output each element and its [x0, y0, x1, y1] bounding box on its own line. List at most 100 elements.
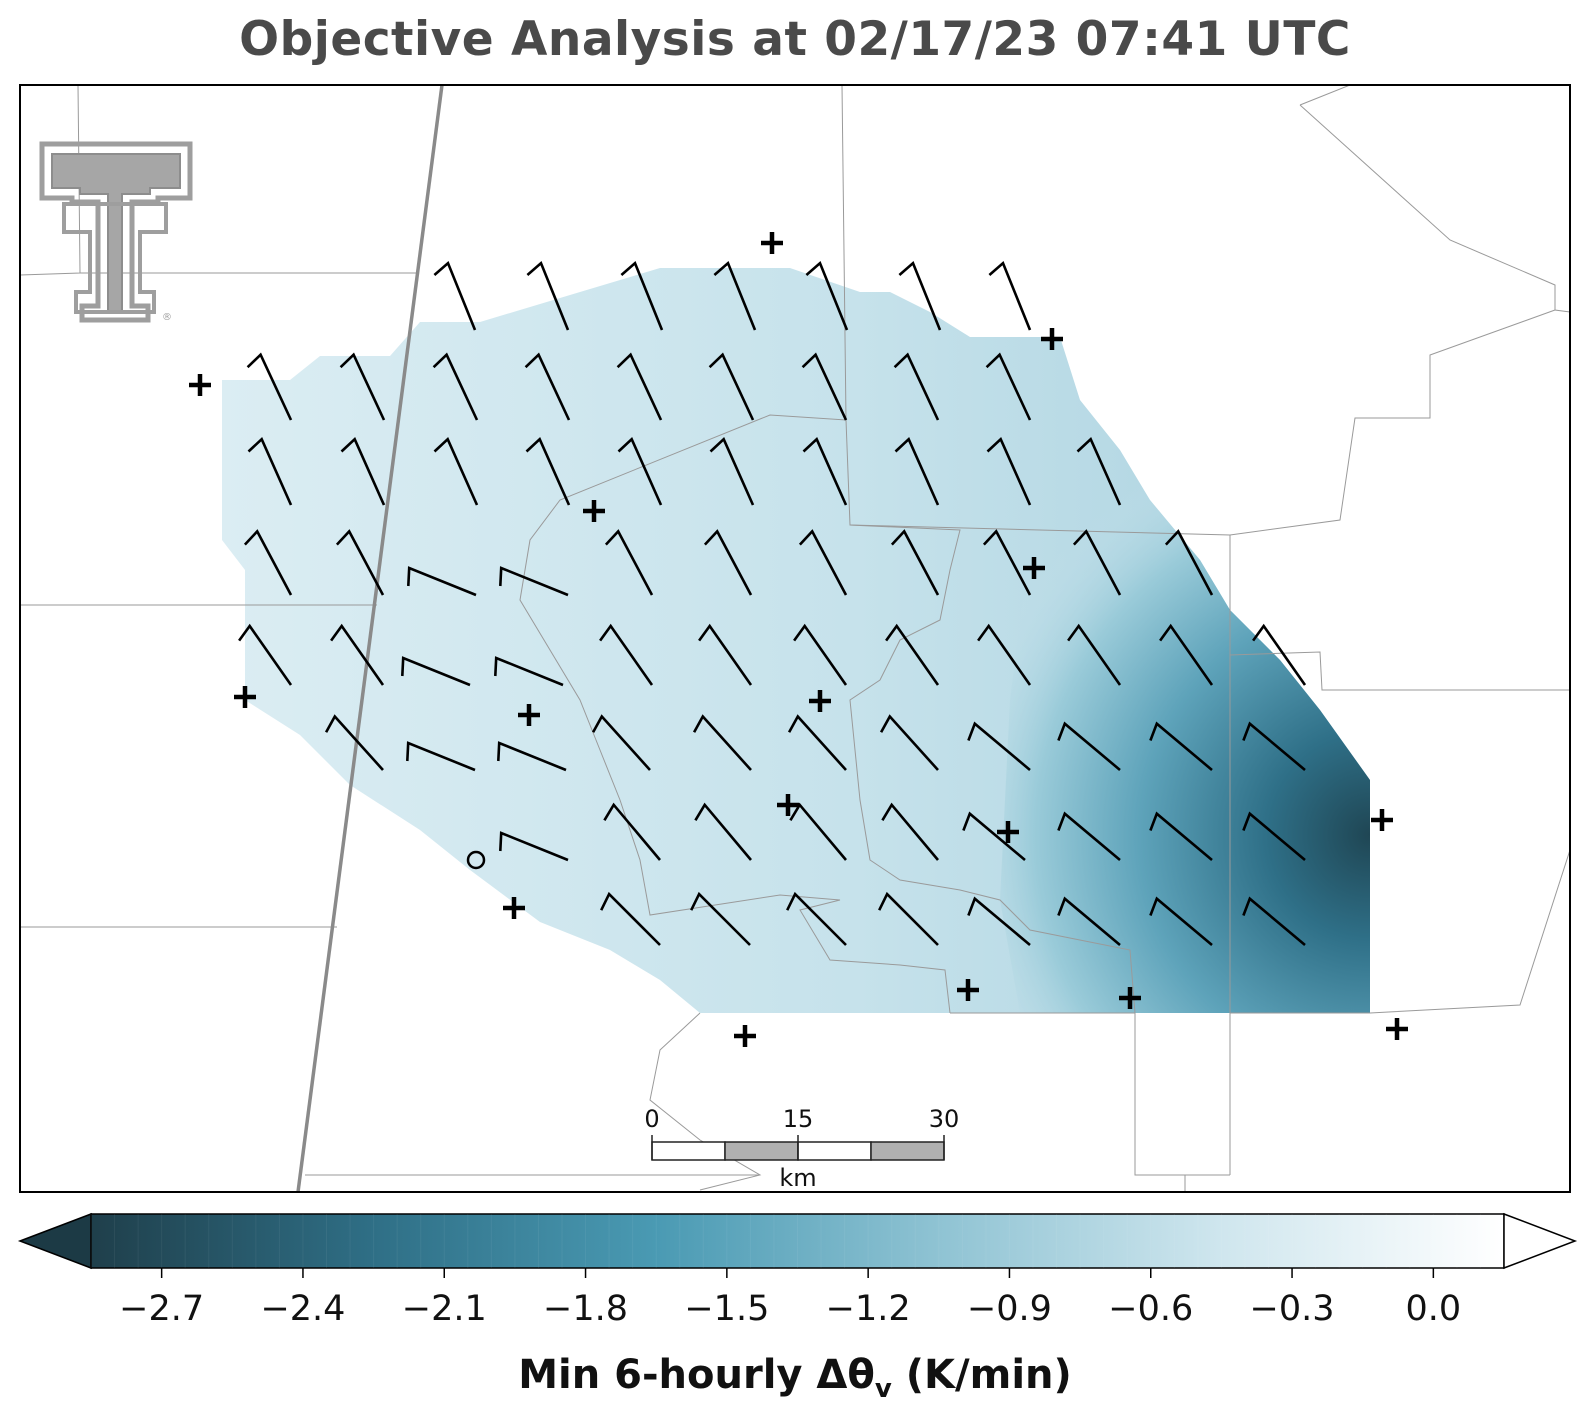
wind-barb	[247, 437, 293, 506]
station-plus-marker	[1023, 557, 1045, 579]
wind-barb	[1057, 811, 1121, 861]
wind-barb	[1242, 896, 1306, 946]
wind-barb	[898, 261, 942, 331]
wind-barb	[603, 802, 661, 861]
wind-barb	[798, 529, 848, 596]
colorbar-tick-label: −2.1	[402, 1289, 487, 1329]
wind-barb	[709, 437, 755, 506]
wind-barb	[324, 714, 384, 771]
station-calm-marker	[466, 850, 486, 870]
scale-unit: km	[779, 1164, 816, 1192]
wind-barb	[401, 656, 471, 687]
wind-barb	[878, 891, 939, 946]
scale-bar: 0 15 30 km	[644, 1105, 959, 1192]
colorbar-tick-label: −1.2	[826, 1289, 911, 1329]
wind-barb	[526, 261, 570, 331]
colorbar-extend-high	[1503, 1212, 1578, 1270]
wind-barb	[793, 623, 848, 686]
station-plus-marker	[1119, 987, 1141, 1009]
colorbar-label-sub: v	[874, 1374, 892, 1404]
wind-barb	[1149, 896, 1213, 946]
state-border	[296, 85, 444, 1192]
wind-barb	[1242, 811, 1306, 861]
wind-barbs	[238, 261, 1307, 946]
wind-barb	[604, 529, 654, 596]
station-plus-marker	[518, 704, 540, 726]
scale-label-30: 30	[929, 1105, 960, 1133]
wind-barb	[802, 437, 848, 506]
colorbar-label-units: (K/min)	[891, 1352, 1072, 1398]
wind-barb	[885, 623, 940, 686]
wind-barb	[1164, 529, 1214, 596]
wind-barb	[1149, 811, 1213, 861]
wind-barb	[524, 352, 571, 421]
station-plus-marker	[234, 686, 256, 708]
wind-barb	[246, 352, 293, 421]
wind-barb	[698, 623, 753, 686]
colorbar-tick-label: −2.4	[260, 1289, 345, 1329]
wind-barb	[499, 566, 569, 597]
wind-barb	[1067, 623, 1122, 686]
wind-barb	[494, 656, 564, 687]
wind-barb	[616, 352, 663, 421]
wind-barb	[330, 623, 385, 686]
colorbar-tick-label: 0.0	[1406, 1289, 1462, 1329]
colorbar-tick-label: −0.3	[1250, 1289, 1335, 1329]
wind-barb	[789, 802, 847, 861]
colorbar: −2.7 −2.4 −2.1 −1.8 −1.5 −1.2 −0.9 −0.6 −0.3 0.0	[17, 1212, 1578, 1329]
wind-barb	[499, 831, 569, 862]
wind-barb	[617, 437, 663, 506]
wind-barb	[692, 714, 752, 771]
colorbar-tick-label: −1.5	[684, 1289, 769, 1329]
colorbar-tick-label: −0.6	[1108, 1289, 1193, 1329]
wind-barb	[881, 802, 939, 861]
wind-barb	[1159, 623, 1214, 686]
wind-barb	[340, 437, 386, 506]
wind-barb	[600, 891, 661, 946]
texas-tech-logo: ®	[39, 141, 193, 323]
station-plus-marker	[1041, 328, 1063, 350]
wind-barb	[967, 721, 1031, 771]
wind-barb	[238, 623, 293, 686]
station-plus-marker	[1386, 1018, 1408, 1040]
wind-barb	[713, 261, 757, 331]
wind-barb	[243, 529, 293, 596]
wind-barb	[703, 529, 753, 596]
station-plus-marker	[777, 794, 799, 816]
wind-barb	[694, 802, 752, 861]
wind-barb	[1057, 896, 1121, 946]
wind-barb	[890, 529, 940, 596]
analysis-field-cold-pool	[1000, 380, 1370, 1013]
wind-barb	[407, 566, 477, 597]
wind-barb	[690, 891, 751, 946]
wind-barb	[1076, 437, 1122, 506]
wind-barb	[339, 352, 386, 421]
wind-barb	[894, 437, 940, 506]
wind-barb	[599, 623, 654, 686]
registered-mark: ®	[162, 312, 172, 323]
wind-barb	[1149, 721, 1213, 771]
wind-barb	[985, 352, 1032, 421]
wind-barb	[893, 352, 940, 421]
wind-barb	[432, 352, 479, 421]
wind-barb	[986, 437, 1032, 506]
scale-label-15: 15	[783, 1105, 814, 1133]
wind-barb	[1242, 721, 1306, 771]
wind-barb	[801, 352, 848, 421]
colorbar-tick-label: −1.8	[543, 1289, 628, 1329]
wind-barb	[805, 261, 849, 331]
map-title: Objective Analysis at 02/17/23 07:41 UTC	[239, 12, 1351, 67]
station-markers	[189, 232, 1408, 1047]
station-plus-marker	[583, 500, 605, 522]
county-borders	[20, 85, 1570, 1192]
station-plus-marker	[957, 979, 979, 1001]
station-plus-marker	[809, 690, 831, 712]
colorbar-extend-low	[17, 1212, 92, 1270]
wind-barb	[967, 896, 1031, 946]
station-plus-marker	[761, 232, 783, 254]
wind-barb	[525, 437, 571, 506]
wind-barb	[988, 261, 1032, 331]
colorbar-label-main: Min 6-hourly Δθ	[518, 1352, 875, 1398]
wind-barb	[620, 261, 664, 331]
